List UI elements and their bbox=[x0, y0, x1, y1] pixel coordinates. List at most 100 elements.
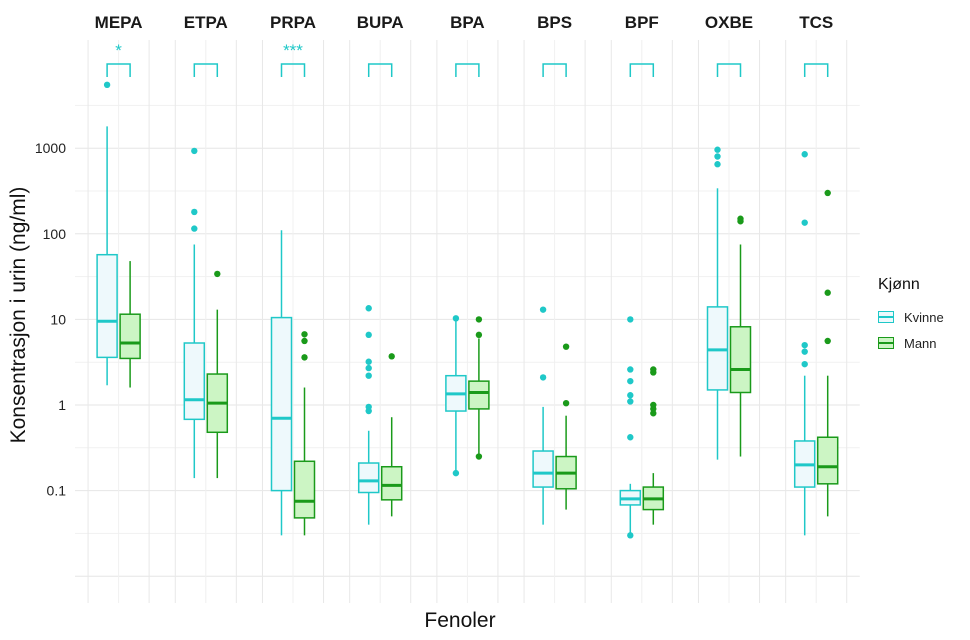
outlier-point bbox=[539, 374, 547, 381]
outlier-point bbox=[475, 453, 483, 460]
outlier-point bbox=[650, 401, 657, 409]
outlier-point bbox=[214, 270, 221, 278]
outlier-point bbox=[365, 331, 372, 339]
boxplot-bupa-kvinne bbox=[357, 305, 380, 525]
y-tick-label: 0.1 bbox=[47, 483, 67, 499]
boxplot-bpa-kvinne bbox=[445, 315, 467, 477]
outlier-point bbox=[627, 392, 634, 399]
panel-title: BPS bbox=[537, 13, 572, 32]
significance-label: * bbox=[115, 41, 122, 60]
significance-bracket bbox=[716, 63, 742, 77]
legend: Kjønn Kvinne Mann bbox=[878, 276, 968, 356]
outlier-point bbox=[737, 215, 744, 222]
significance-label: *** bbox=[283, 41, 303, 60]
outlier-point bbox=[627, 434, 634, 441]
boxplot-bpf-kvinne bbox=[619, 316, 642, 539]
y-tick-label: 10 bbox=[50, 311, 66, 327]
box bbox=[357, 462, 380, 494]
significance-bracket bbox=[193, 63, 219, 77]
outlier-point bbox=[627, 316, 634, 323]
outlier-point bbox=[824, 337, 831, 345]
box bbox=[293, 460, 316, 519]
y-axis-ticks: 0.1 1 10 100 1000 bbox=[35, 140, 66, 498]
legend-key-kvinne bbox=[878, 311, 894, 323]
box bbox=[96, 253, 118, 359]
boxplots bbox=[96, 81, 839, 539]
significance-bracket bbox=[803, 63, 829, 77]
outlier-point bbox=[627, 532, 634, 539]
panel-title: ETPA bbox=[184, 13, 228, 32]
panel-titles: MEPA ETPA PRPA BUPA BPA BPS BPF OXBE TCS bbox=[95, 13, 834, 32]
boxplot-prpa-kvinne bbox=[270, 230, 293, 536]
x-axis-label: Fenoler bbox=[424, 609, 495, 632]
outlier-point bbox=[714, 146, 721, 153]
y-tick-label: 1 bbox=[58, 397, 66, 413]
outlier-point bbox=[801, 341, 808, 349]
outlier-point bbox=[801, 348, 808, 355]
outlier-point bbox=[191, 225, 198, 232]
outlier-point bbox=[539, 306, 547, 313]
outlier-point bbox=[452, 469, 460, 477]
box bbox=[380, 465, 403, 501]
y-tick-label: 100 bbox=[43, 226, 67, 242]
legend-title: Kjønn bbox=[878, 276, 920, 293]
legend-label-kvinne: Kvinne bbox=[904, 309, 944, 325]
legend-item-kvinne: Kvinne bbox=[878, 304, 968, 330]
box bbox=[729, 326, 752, 394]
box bbox=[183, 342, 206, 421]
legend-label-mann: Mann bbox=[904, 335, 937, 351]
panel-title: BUPA bbox=[357, 13, 404, 32]
panel-title: PRPA bbox=[270, 13, 316, 32]
boxplot-prpa-mann bbox=[293, 331, 316, 536]
boxplot-bps-mann bbox=[555, 343, 577, 510]
box bbox=[468, 380, 490, 410]
outlier-point bbox=[627, 377, 634, 385]
outlier-point bbox=[301, 331, 308, 338]
boxplot-tcs-kvinne bbox=[793, 151, 816, 536]
significance-bracket bbox=[106, 63, 131, 77]
outlier-point bbox=[103, 81, 111, 89]
panel-title: TCS bbox=[799, 13, 833, 32]
outlier-point bbox=[301, 337, 308, 345]
significance-brackets: * *** bbox=[106, 41, 829, 77]
box bbox=[119, 313, 141, 360]
outlier-point bbox=[801, 219, 808, 226]
outlier-point bbox=[365, 364, 372, 372]
outlier-point bbox=[301, 354, 308, 361]
outlier-point bbox=[191, 147, 198, 155]
outlier-point bbox=[650, 410, 657, 417]
boxplot-mepa-mann bbox=[119, 261, 141, 388]
y-tick-label: 1000 bbox=[35, 140, 66, 156]
outlier-point bbox=[650, 366, 657, 373]
significance-bracket bbox=[367, 63, 393, 77]
outlier-point bbox=[452, 315, 460, 322]
outlier-point bbox=[801, 151, 808, 158]
box bbox=[270, 316, 293, 492]
outlier-point bbox=[801, 360, 808, 368]
outlier-point bbox=[365, 403, 372, 411]
outlier-point bbox=[714, 153, 721, 160]
outlier-point bbox=[388, 353, 395, 360]
outlier-point bbox=[365, 305, 372, 312]
y-axis-label: Konsentrasjon i urin (ng/ml) bbox=[7, 187, 30, 444]
box bbox=[816, 436, 839, 485]
boxplot-etpa-kvinne bbox=[183, 147, 206, 479]
legend-item-mann: Mann bbox=[878, 330, 968, 356]
outlier-point bbox=[475, 331, 483, 339]
boxplot-oxbe-mann bbox=[729, 215, 752, 457]
boxplot-tcs-mann bbox=[816, 189, 839, 517]
panel-title: MEPA bbox=[95, 13, 143, 32]
boxplot-bpf-mann bbox=[642, 366, 665, 525]
outlier-point bbox=[824, 189, 831, 197]
boxplot-bpa-mann bbox=[468, 316, 490, 460]
outlier-point bbox=[562, 343, 570, 350]
grid bbox=[75, 40, 860, 603]
boxplot-bupa-mann bbox=[380, 353, 403, 517]
outlier-point bbox=[824, 289, 831, 296]
box bbox=[706, 306, 729, 391]
outlier-point bbox=[562, 399, 570, 407]
panel-title: OXBE bbox=[705, 13, 753, 32]
outlier-point bbox=[475, 316, 483, 323]
boxplot-etpa-mann bbox=[206, 270, 229, 479]
